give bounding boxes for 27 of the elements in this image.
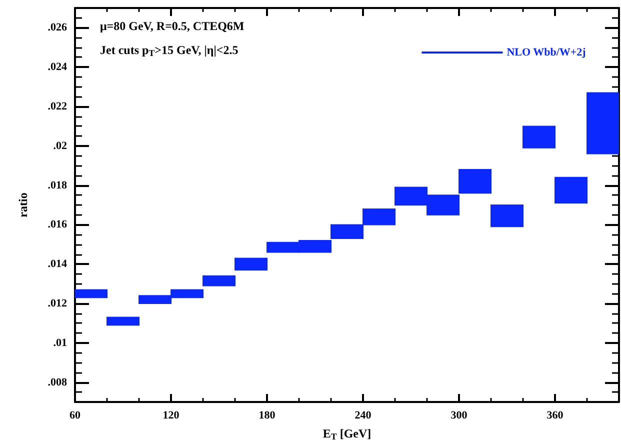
x-tick-label: 180 — [258, 410, 276, 422]
annotation: μ=80 GeV, R=0.5, CTEQ6M — [100, 19, 244, 33]
x-tick-label: 240 — [354, 410, 372, 422]
bar — [75, 289, 108, 298]
y-tick-label: .01 — [53, 336, 67, 349]
y-tick-label: .012 — [48, 298, 68, 310]
x-tick-label: 60 — [70, 410, 81, 422]
bar — [202, 275, 236, 286]
y-tick-label: .018 — [48, 179, 68, 192]
y-axis-title: ratio — [16, 192, 30, 218]
x-tick-label: 120 — [162, 410, 180, 422]
x-tick-label: 300 — [450, 410, 468, 422]
x-tick-label: 360 — [546, 410, 564, 422]
bar — [234, 258, 268, 271]
y-tick-label: .026 — [48, 22, 68, 34]
y-tick-label: .014 — [48, 258, 68, 270]
y-tick-label: .008 — [48, 376, 68, 388]
y-tick-label: .02 — [53, 140, 68, 152]
bar — [586, 92, 619, 154]
bar — [522, 126, 556, 148]
y-tick-label: .024 — [48, 61, 68, 74]
y-tick-label: .016 — [48, 218, 68, 231]
bar — [106, 316, 140, 326]
bar — [490, 204, 524, 228]
bar — [554, 176, 588, 204]
y-tick-label: .022 — [48, 100, 68, 112]
text: NLO Wbb/W+2j — [506, 46, 586, 58]
